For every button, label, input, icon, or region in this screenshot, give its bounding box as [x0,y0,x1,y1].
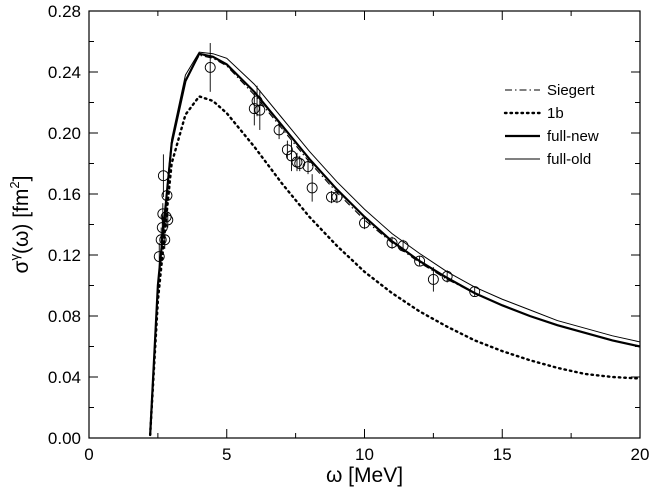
data-point-marker [254,104,266,116]
data-point [359,216,370,230]
y-tick-label: 0.04 [48,368,81,387]
data-point [153,242,165,271]
legend-label-siegert: Siegert [547,82,595,99]
x-tick-label: 20 [631,445,650,464]
data-point [157,154,169,198]
data-point [469,286,481,298]
data-point-marker [153,251,165,262]
data-point-marker [397,240,409,252]
series-line-siegert [149,54,641,435]
data-point [160,207,172,227]
data-point [306,174,318,202]
y-tick-label: 0.16 [48,185,81,204]
legend-label-full-new: full-new [547,128,599,145]
data-point [294,155,306,172]
data-point [273,120,285,140]
y-tick-label: 0.08 [48,307,81,326]
series-line-full-new [149,52,641,436]
data-point-marker [291,156,303,168]
data-point-marker [159,234,171,246]
y-tick-label: 0.24 [48,63,81,82]
data-point-marker [441,270,453,282]
data-point-marker [294,158,306,169]
y-axis-title-end: ] [10,176,33,182]
series-line-full-old [149,51,641,435]
data-point [248,91,260,126]
x-tick-label: 10 [355,445,374,464]
y-tick-label: 0.28 [48,2,81,21]
data-point-marker [386,237,398,249]
data-point [286,140,297,172]
data-points-layer [153,43,481,298]
series-layer [148,51,642,437]
y-axis-title: σγ(ω) [fm2] [7,176,33,274]
x-tick-label: 5 [222,445,231,464]
data-point-marker [162,214,174,226]
data-point-marker [306,182,318,194]
x-tick-label: 15 [493,445,512,464]
data-point [386,236,398,249]
legend: Siegert 1b full-new full-old [503,82,599,168]
y-axis-title-sup: γ [7,254,22,261]
data-point-marker [286,150,297,162]
data-point [427,267,439,292]
legend-label-1b: 1b [547,105,564,122]
data-point [162,212,174,228]
y-axis-title-base: σ [10,260,33,273]
data-point-marker [160,211,172,223]
tick-labels: 0 5 10 15 20 0.00 0.04 0.08 0.12 0.16 0.20 0.24 0.28 [48,2,650,464]
data-point [331,190,343,204]
data-point [155,227,167,252]
data-point [397,239,409,252]
data-point [441,270,453,283]
series-line-1b [148,94,642,437]
data-point-marker [325,191,337,203]
data-point [159,230,171,249]
data-point-marker [161,190,173,201]
data-point [254,90,266,130]
data-point-marker [157,170,169,182]
y-tick-label: 0.12 [48,246,81,265]
data-point-marker [273,124,285,136]
data-point [414,255,426,267]
data-point-marker [331,191,343,203]
y-tick-label: 0.00 [48,429,81,448]
data-point-marker [427,273,439,285]
data-point-marker [302,161,314,173]
x-axis-title: ω [MeV] [326,464,403,487]
data-point [302,158,314,175]
data-point [281,140,293,159]
legend-label-full-old: full-old [547,151,591,168]
data-point-marker [204,61,216,73]
data-point [325,190,337,204]
data-point-marker [248,103,260,115]
x-tick-label: 0 [84,445,93,464]
y-axis-title-unit-sup: 2 [7,181,22,188]
data-point [204,43,216,92]
data-point-marker [155,234,167,246]
data-point-marker [469,286,481,298]
data-point-marker [281,144,293,156]
data-point-marker [414,255,426,267]
y-tick-label: 0.20 [48,124,81,143]
data-point [161,184,173,207]
data-point-marker [359,217,370,229]
y-axis-title-mid: (ω) [fm [10,189,33,254]
data-point-marker [156,222,168,234]
